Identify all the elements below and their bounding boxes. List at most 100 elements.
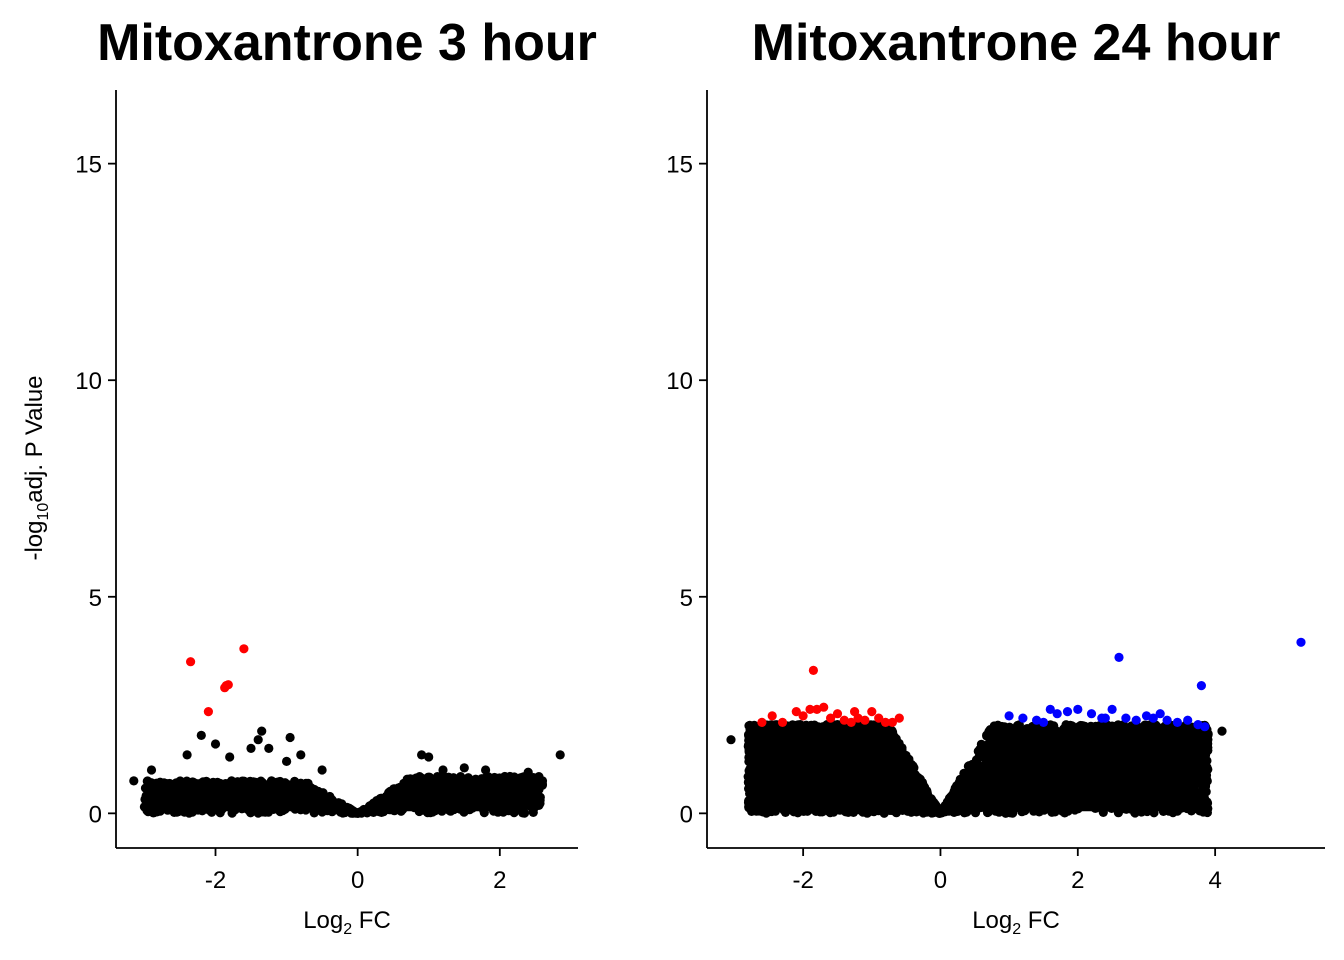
- scatter-point: [285, 732, 295, 743]
- scatter-point: [235, 778, 245, 789]
- scatter-point: [489, 806, 499, 816]
- scatter-point: [182, 750, 192, 760]
- scatter-point: [175, 785, 185, 795]
- scatter-point: [266, 776, 277, 786]
- scatter-point: [473, 796, 483, 806]
- scatter-point: [428, 807, 438, 817]
- scatter-point: [463, 774, 474, 784]
- scatter-point: [146, 778, 156, 788]
- scatter-point: [261, 789, 271, 799]
- y-axis-label: -log10adj. P Value: [21, 375, 52, 560]
- scatter-point: [483, 778, 493, 789]
- data-points: [726, 637, 1306, 818]
- scatter-point: [519, 808, 530, 818]
- scatter-point: [404, 787, 414, 797]
- scatter-point: [239, 800, 250, 811]
- scatter-point: [521, 782, 531, 792]
- scatter-point: [427, 779, 437, 789]
- scatter-point: [437, 772, 447, 782]
- scatter-point: [397, 794, 408, 804]
- scatter-point: [152, 806, 162, 816]
- y-tick-label: 0: [89, 801, 102, 828]
- scatter-point: [211, 785, 221, 796]
- scatter-point: [241, 791, 251, 801]
- x-tick-label: -2: [205, 867, 226, 894]
- scatter-point: [384, 789, 394, 799]
- scatter-point: [129, 776, 139, 786]
- y-axis-label-pre: -log: [21, 520, 48, 560]
- scatter-point: [489, 772, 500, 783]
- scatter-point: [535, 798, 545, 809]
- scatter-point: [444, 805, 454, 815]
- scatter-point: [327, 795, 337, 805]
- scatter-point: [555, 750, 565, 760]
- scatter-point: [481, 765, 491, 775]
- scatter-point: [279, 780, 289, 790]
- scatter-point: [193, 805, 203, 815]
- scatter-point: [300, 799, 310, 809]
- scatter-point: [399, 778, 410, 788]
- x-tick-label: 0: [351, 867, 364, 894]
- scatter-point: [166, 784, 176, 794]
- y-tick-label: 5: [89, 585, 102, 612]
- x-axis-label-sub: 2: [343, 921, 352, 938]
- scatter-point: [342, 802, 352, 812]
- scatter-point: [409, 799, 419, 809]
- scatter-point: [465, 800, 475, 810]
- scatter-point: [139, 802, 149, 812]
- scatter-point: [302, 779, 313, 789]
- scatter-point: [458, 801, 468, 811]
- scatter-point: [225, 752, 235, 762]
- scatter-point: [146, 765, 157, 775]
- y-tick-label: 15: [75, 152, 102, 179]
- scatter-point: [353, 808, 363, 818]
- scatter-point: [438, 765, 448, 775]
- scatter-point: [210, 739, 221, 749]
- y-tick-label: 10: [75, 368, 102, 395]
- scatter-point: [410, 774, 420, 784]
- scatter-point: [537, 776, 548, 786]
- scatter-point: [501, 793, 511, 803]
- scatter-point: [417, 750, 427, 760]
- scatter-point: [249, 782, 259, 792]
- scatter-point: [292, 779, 302, 789]
- scatter-point: [496, 802, 506, 812]
- x-axis-label-base: Log: [303, 907, 343, 934]
- scatter-point: [193, 780, 203, 791]
- scatter-point: [503, 785, 513, 796]
- x-tick-label: 2: [493, 867, 506, 894]
- scatter-point: [141, 791, 151, 801]
- scatter-point: [317, 765, 327, 775]
- scatter-point: [273, 793, 283, 804]
- scatter-point: [184, 786, 194, 796]
- scatter-point: [219, 796, 229, 806]
- x-axis-label-rest: FC: [352, 907, 391, 934]
- scatter-point: [470, 786, 480, 796]
- scatter-point: [148, 794, 158, 805]
- scatter-point: [455, 780, 465, 790]
- scatter-point: [430, 792, 440, 802]
- scatter-point: [508, 798, 518, 809]
- scatter-point: [464, 793, 474, 803]
- scatter-point: [994, 721, 1004, 731]
- scatter-point: [311, 798, 321, 808]
- significant-down-point: [220, 683, 230, 693]
- scatter-point: [371, 805, 381, 816]
- scatter-point: [509, 772, 519, 782]
- scatter-point: [246, 808, 256, 818]
- chart-title: Mitoxantrone 3 hour: [97, 14, 597, 72]
- scatter-point: [253, 735, 263, 745]
- scatter-point: [488, 785, 498, 795]
- scatter-point: [264, 743, 274, 754]
- scatter-point: [151, 784, 161, 795]
- scatter-point: [424, 752, 434, 762]
- scatter-point: [281, 788, 292, 798]
- scatter-point: [246, 743, 256, 754]
- scatter-point: [459, 763, 469, 773]
- scatter-point: [163, 802, 173, 812]
- scatter-point: [381, 803, 391, 813]
- scatter-point: [220, 782, 230, 792]
- scatter-point: [257, 726, 267, 736]
- scatter-point: [211, 800, 221, 810]
